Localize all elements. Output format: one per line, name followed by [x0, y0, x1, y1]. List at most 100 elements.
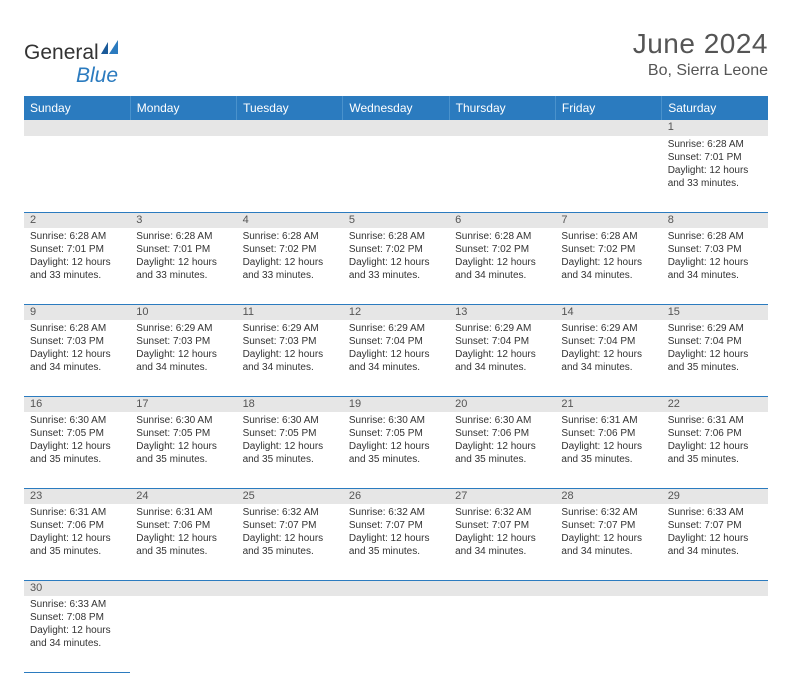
cell-line: Daylight: 12 hours — [30, 624, 124, 637]
cell-line: Sunrise: 6:29 AM — [455, 322, 549, 335]
cell-line: Daylight: 12 hours — [561, 532, 655, 545]
cell-line: Sunset: 7:05 PM — [349, 427, 443, 440]
cell-line: Daylight: 12 hours — [668, 348, 762, 361]
cell-line: Sunrise: 6:28 AM — [668, 230, 762, 243]
cell-line: Daylight: 12 hours — [243, 440, 337, 453]
cell-line: Sunset: 7:01 PM — [136, 243, 230, 256]
cell-line: Daylight: 12 hours — [561, 440, 655, 453]
cell-line: Sunrise: 6:29 AM — [349, 322, 443, 335]
day-cell: Sunrise: 6:31 AMSunset: 7:06 PMDaylight:… — [555, 412, 661, 488]
cell-line: Sunset: 7:06 PM — [136, 519, 230, 532]
day-cell: Sunrise: 6:28 AMSunset: 7:02 PMDaylight:… — [343, 228, 449, 304]
day-number: 23 — [24, 488, 130, 504]
day-cell: Sunrise: 6:28 AMSunset: 7:01 PMDaylight:… — [130, 228, 236, 304]
calendar-page: GeneralBlue June 2024 Bo, Sierra Leone S… — [0, 0, 792, 673]
day-number: 26 — [343, 488, 449, 504]
day-cell: Sunrise: 6:28 AMSunset: 7:01 PMDaylight:… — [662, 136, 768, 212]
cell-line: and 34 minutes. — [30, 637, 124, 650]
cell-line: Sunset: 7:03 PM — [30, 335, 124, 348]
day-number: 6 — [449, 212, 555, 228]
cell-line: Sunset: 7:05 PM — [136, 427, 230, 440]
day-number: 14 — [555, 304, 661, 320]
cell-line: Sunset: 7:07 PM — [349, 519, 443, 532]
cell-line: Daylight: 12 hours — [561, 348, 655, 361]
day-number — [343, 580, 449, 596]
cell-line: and 34 minutes. — [668, 545, 762, 558]
day-cell — [130, 596, 236, 672]
day-number: 4 — [237, 212, 343, 228]
day-number: 30 — [24, 580, 130, 596]
day-number — [130, 120, 236, 136]
calendar-table: SundayMondayTuesdayWednesdayThursdayFrid… — [24, 96, 768, 673]
day-cell: Sunrise: 6:29 AMSunset: 7:04 PMDaylight:… — [343, 320, 449, 396]
cell-line: Sunset: 7:07 PM — [668, 519, 762, 532]
cell-line: Sunrise: 6:28 AM — [561, 230, 655, 243]
cell-line: Sunrise: 6:32 AM — [243, 506, 337, 519]
cell-line: Sunset: 7:06 PM — [668, 427, 762, 440]
cell-line: Sunset: 7:06 PM — [30, 519, 124, 532]
cell-line: Sunrise: 6:28 AM — [30, 322, 124, 335]
day-cell: Sunrise: 6:31 AMSunset: 7:06 PMDaylight:… — [24, 504, 130, 580]
cell-line: and 33 minutes. — [243, 269, 337, 282]
cell-line: Daylight: 12 hours — [243, 532, 337, 545]
cell-line: and 35 minutes. — [136, 545, 230, 558]
day-number: 17 — [130, 396, 236, 412]
day-cell: Sunrise: 6:29 AMSunset: 7:04 PMDaylight:… — [662, 320, 768, 396]
cell-line: and 34 minutes. — [455, 361, 549, 374]
day-number: 2 — [24, 212, 130, 228]
cell-line: Sunset: 7:05 PM — [243, 427, 337, 440]
cell-line: and 34 minutes. — [561, 361, 655, 374]
cell-line: and 35 minutes. — [561, 453, 655, 466]
day-cell: Sunrise: 6:29 AMSunset: 7:04 PMDaylight:… — [449, 320, 555, 396]
cell-line: Sunrise: 6:28 AM — [668, 138, 762, 151]
logo-text-1: General — [24, 41, 99, 65]
cell-line: Sunset: 7:03 PM — [668, 243, 762, 256]
cell-line: Daylight: 12 hours — [561, 256, 655, 269]
cell-line: Daylight: 12 hours — [243, 256, 337, 269]
cell-line: and 33 minutes. — [30, 269, 124, 282]
cell-line: Sunset: 7:04 PM — [561, 335, 655, 348]
day-cell: Sunrise: 6:30 AMSunset: 7:05 PMDaylight:… — [130, 412, 236, 488]
day-cell — [130, 136, 236, 212]
cell-line: Sunrise: 6:28 AM — [136, 230, 230, 243]
cell-line: and 35 minutes. — [349, 545, 443, 558]
cell-line: and 34 minutes. — [349, 361, 443, 374]
cell-line: and 35 minutes. — [30, 545, 124, 558]
day-number — [343, 120, 449, 136]
day-cell: Sunrise: 6:31 AMSunset: 7:06 PMDaylight:… — [130, 504, 236, 580]
cell-line: Sunset: 7:02 PM — [455, 243, 549, 256]
cell-line: and 34 minutes. — [136, 361, 230, 374]
cell-line: Daylight: 12 hours — [30, 348, 124, 361]
cell-line: Sunrise: 6:32 AM — [561, 506, 655, 519]
day-cell: Sunrise: 6:30 AMSunset: 7:06 PMDaylight:… — [449, 412, 555, 488]
cell-line: Sunset: 7:02 PM — [349, 243, 443, 256]
day-cell — [343, 596, 449, 672]
day-cell — [343, 136, 449, 212]
day-cell: Sunrise: 6:30 AMSunset: 7:05 PMDaylight:… — [24, 412, 130, 488]
day-number: 12 — [343, 304, 449, 320]
cell-line: Daylight: 12 hours — [136, 532, 230, 545]
day-cell: Sunrise: 6:32 AMSunset: 7:07 PMDaylight:… — [237, 504, 343, 580]
day-number — [24, 120, 130, 136]
day-number — [130, 580, 236, 596]
day-cell: Sunrise: 6:32 AMSunset: 7:07 PMDaylight:… — [343, 504, 449, 580]
day-number: 29 — [662, 488, 768, 504]
cell-line: Sunset: 7:04 PM — [455, 335, 549, 348]
cell-line: Sunrise: 6:31 AM — [561, 414, 655, 427]
day-cell: Sunrise: 6:29 AMSunset: 7:03 PMDaylight:… — [237, 320, 343, 396]
day-number: 8 — [662, 212, 768, 228]
day-number: 27 — [449, 488, 555, 504]
cell-line: Sunset: 7:02 PM — [561, 243, 655, 256]
cell-line: Sunrise: 6:31 AM — [136, 506, 230, 519]
cell-line: Daylight: 12 hours — [668, 164, 762, 177]
cell-line: and 35 minutes. — [136, 453, 230, 466]
cell-line: Daylight: 12 hours — [349, 256, 443, 269]
cell-line: and 35 minutes. — [243, 545, 337, 558]
cell-line: Daylight: 12 hours — [136, 440, 230, 453]
cell-line: Sunset: 7:04 PM — [668, 335, 762, 348]
day-cell — [237, 596, 343, 672]
day-number: 1 — [662, 120, 768, 136]
cell-line: Daylight: 12 hours — [668, 532, 762, 545]
calendar-header-row: SundayMondayTuesdayWednesdayThursdayFrid… — [24, 96, 768, 120]
day-cell — [555, 596, 661, 672]
